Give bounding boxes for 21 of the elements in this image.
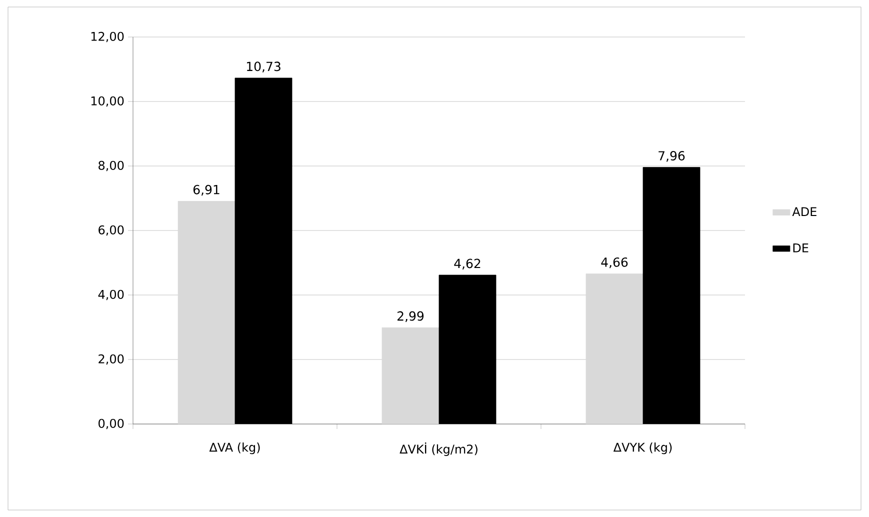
bar <box>382 327 440 424</box>
y-tick-label: 0,00 <box>98 418 124 430</box>
x-tick-label: ΔVA (kg) <box>209 442 260 454</box>
legend-label: ADE <box>792 207 816 216</box>
legend-label: DE <box>793 243 808 252</box>
data-label: 4,66 <box>601 257 628 268</box>
data-label: 4,62 <box>454 258 480 270</box>
bar <box>586 274 644 424</box>
bar <box>178 200 236 424</box>
x-tick-label: ΔVYK (kg) <box>613 442 672 454</box>
data-label: 2,99 <box>398 311 424 322</box>
data-label: 7,96 <box>658 151 685 162</box>
y-tick-label: 8,00 <box>98 160 124 172</box>
y-tick-label: 4,00 <box>98 290 124 300</box>
x-tick-label: ΔVKİ (kg/m2) <box>400 442 478 456</box>
y-tick-label: 12,00 <box>91 32 124 42</box>
y-tick-label: 10,00 <box>91 96 124 107</box>
y-tick-label: 6,00 <box>98 225 124 236</box>
data-label: 6,91 <box>193 184 220 196</box>
data-label: 10,73 <box>246 62 280 72</box>
y-tick-label: 2,00 <box>98 354 124 365</box>
